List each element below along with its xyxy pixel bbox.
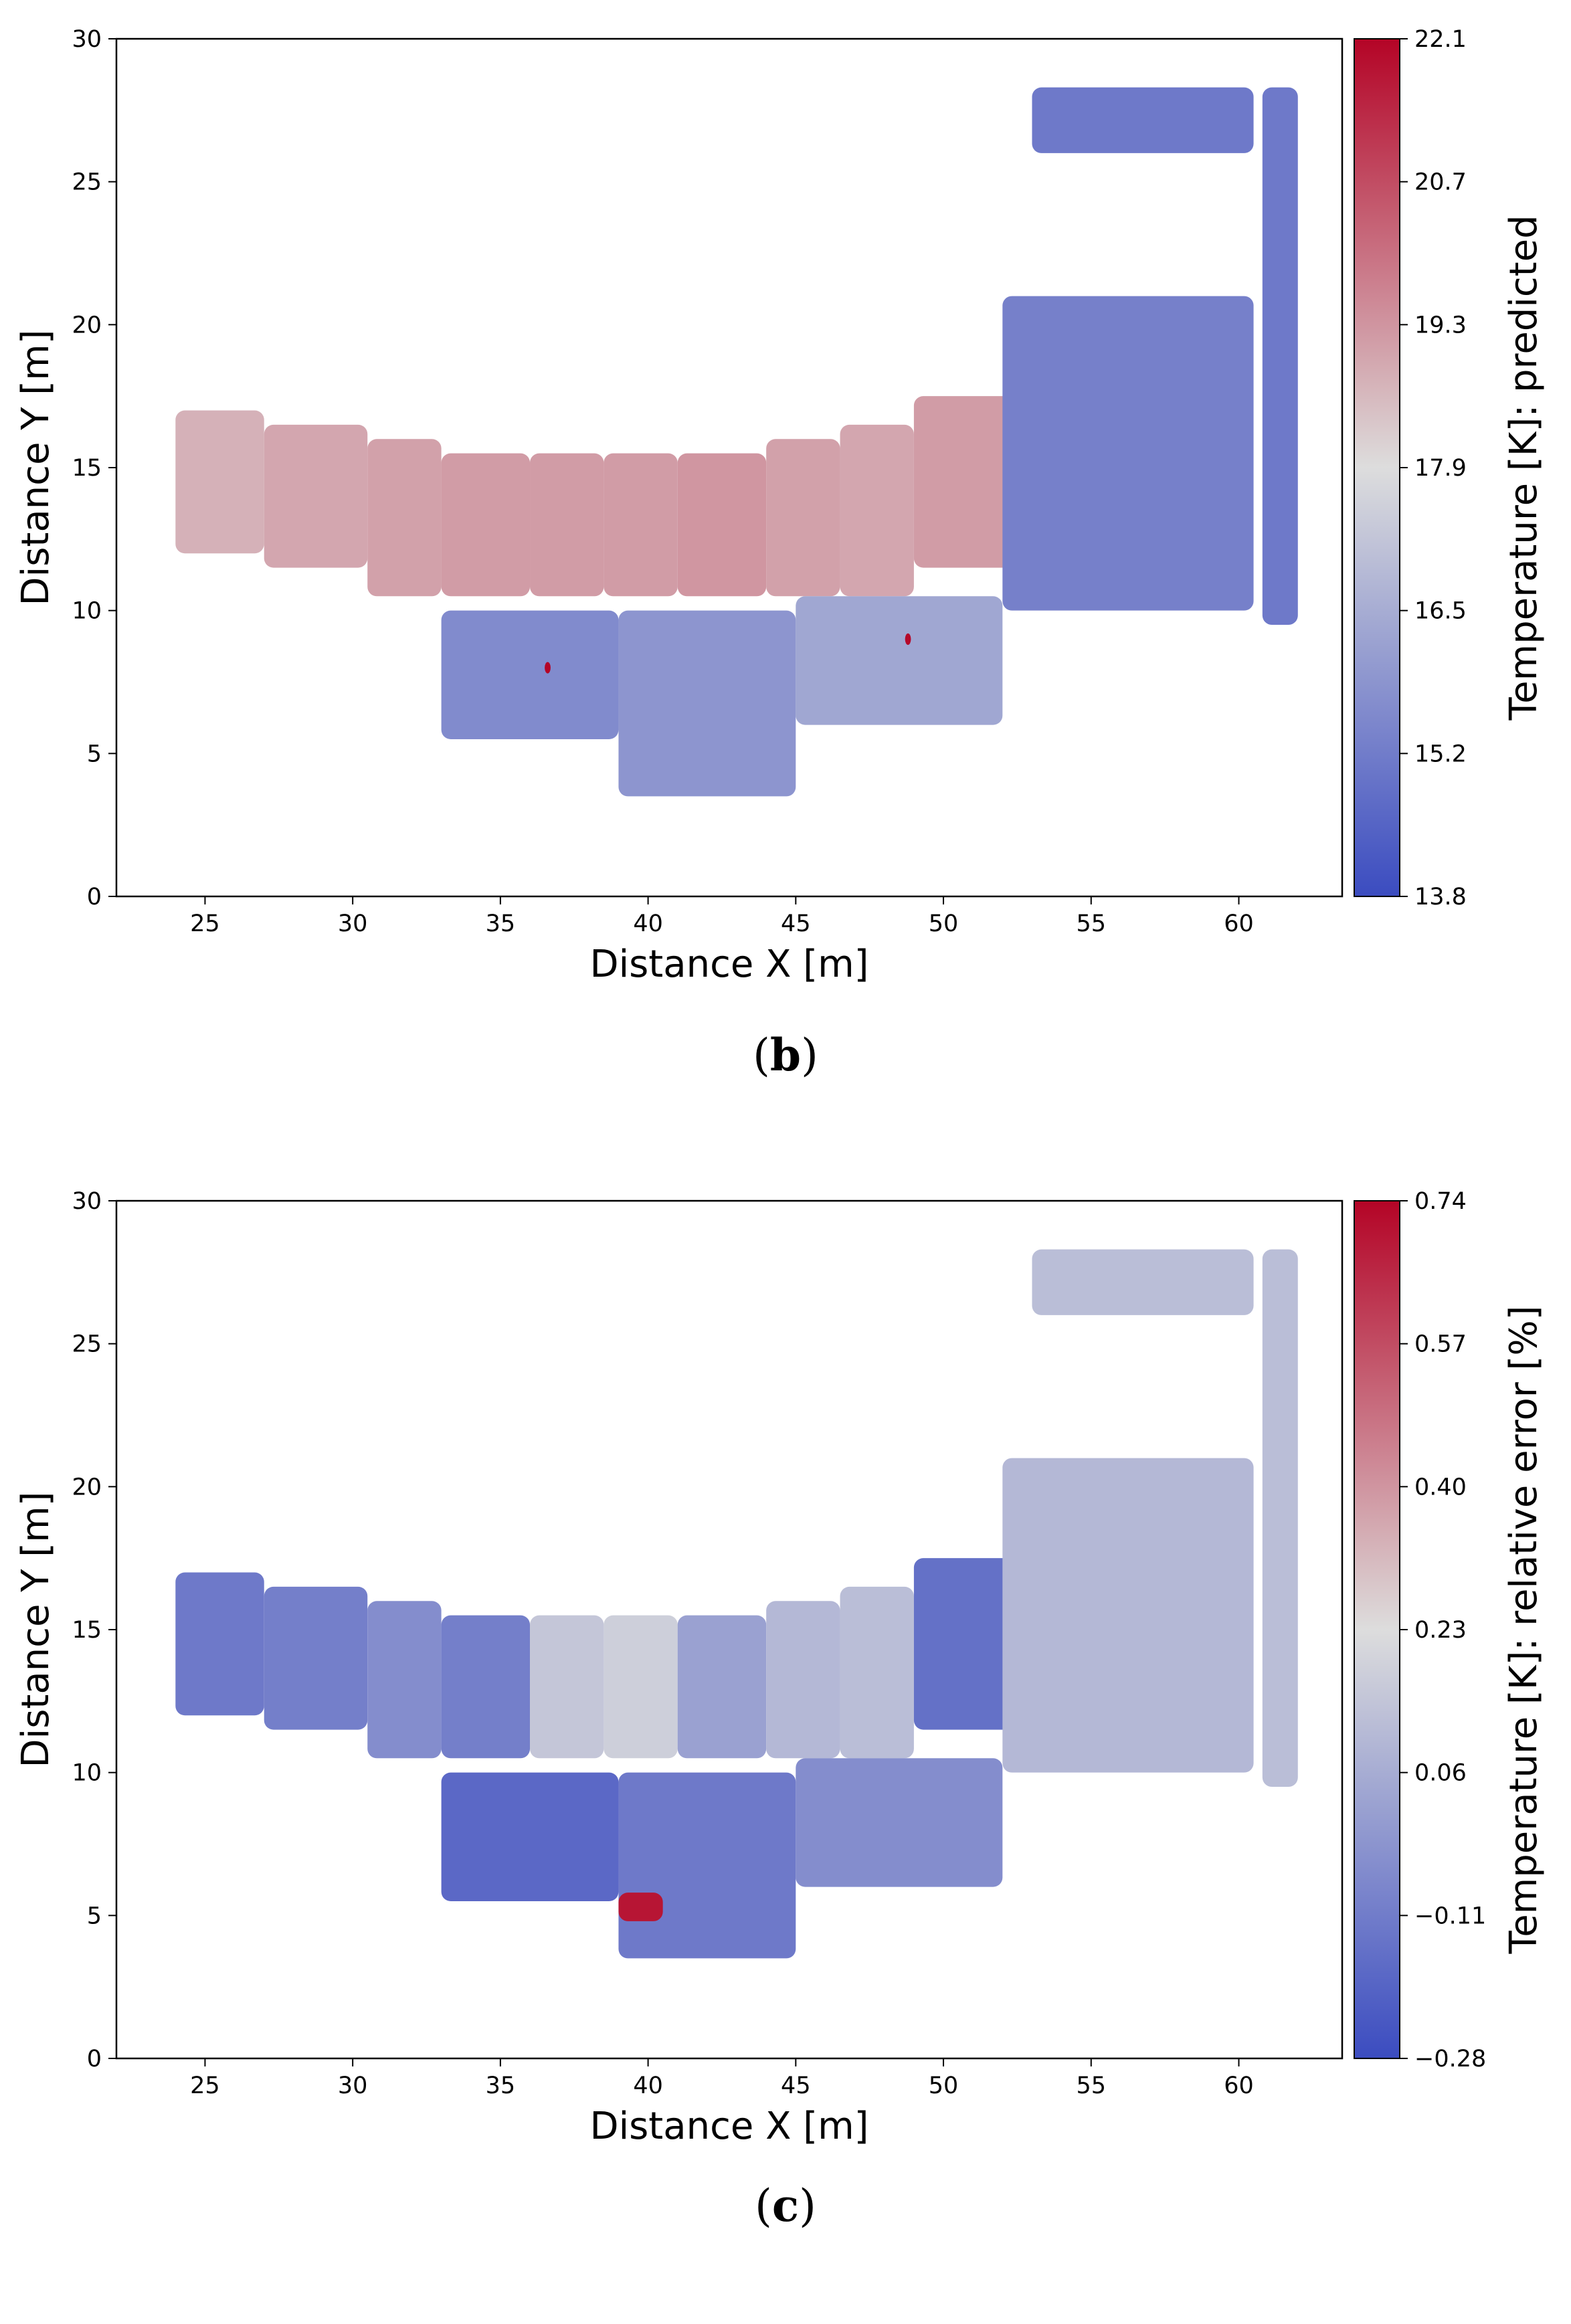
x-tick-label: 40 [633, 910, 663, 937]
figure-b: 25 30 35 40 45 50 55 60 0 5 10 15 20 25 30 Distance X [… [14, 26, 1546, 1081]
colorbar-tick-label: 0.23 [1414, 1617, 1467, 1644]
region-hot-spot-2 [905, 633, 911, 645]
x-tick-label: 40 [633, 2072, 663, 2099]
colorbar-tick-label: 15.2 [1414, 741, 1467, 767]
colorbar-label: Temperature [K]: predicted [1502, 215, 1546, 720]
y-tick-label: 15 [72, 1617, 102, 1644]
colorbar-tick-label: 17.9 [1414, 455, 1467, 482]
colorbar-tick-label: 0.57 [1414, 1331, 1467, 1358]
region-room-block-3 [367, 439, 442, 597]
x-tick-label: 25 [190, 910, 220, 937]
colorbar-tick-label: 0.40 [1414, 1474, 1467, 1500]
region-hot-spot [618, 1893, 663, 1921]
caption-c-letter: c [771, 2180, 800, 2232]
region-lower-block-left [441, 610, 619, 739]
x-tick-label: 30 [338, 910, 368, 937]
colorbar-tick-label: 16.5 [1414, 598, 1467, 625]
y-axis-label: Distance Y [m] [14, 330, 58, 606]
x-tick-label: 60 [1224, 2072, 1254, 2099]
region-room-block-2 [264, 1586, 368, 1730]
y-tick-label: 5 [87, 1903, 102, 1929]
region-room-block-1 [175, 410, 264, 554]
region-diagonal-band [1002, 296, 1254, 611]
caption-b: (b) [753, 1029, 818, 1081]
x-axis-label: Distance X [m] [589, 2105, 868, 2148]
y-tick-label: 0 [87, 2046, 102, 2072]
region-diagonal-band [1002, 1458, 1254, 1773]
y-tick-label: 20 [72, 312, 102, 338]
colorbar-tick-label: 22.1 [1414, 26, 1467, 53]
x-tick-label: 60 [1224, 910, 1254, 937]
colorbar-tick-label: 19.3 [1414, 312, 1467, 338]
region-room-block-5 [530, 1615, 604, 1759]
region-corridor [796, 596, 1003, 725]
x-tick-label: 30 [338, 2072, 368, 2099]
region-right-column [1262, 1249, 1298, 1787]
chart-b: 25 30 35 40 45 50 55 60 0 5 10 15 20 25 30 Distance X [… [14, 26, 1546, 986]
x-tick-label: 55 [1076, 910, 1106, 937]
region-room-block-5 [530, 453, 604, 597]
region-room-block-6 [604, 1615, 678, 1759]
chart-c: 25 30 35 40 45 50 55 60 0 5 10 15 20 25 30 Distance X [… [14, 1188, 1546, 2148]
colorbar-tick-label: −0.11 [1414, 1903, 1486, 1929]
figure-c: 25 30 35 40 45 50 55 60 0 5 10 15 20 25 30 Distance X [… [0, 1162, 1571, 2324]
x-axis-label: Distance X [m] [589, 943, 868, 986]
x-tick-label: 50 [929, 910, 959, 937]
region-room-block-9 [840, 1586, 914, 1759]
region-room-block-3 [367, 1601, 442, 1759]
x-tick-label: 45 [781, 2072, 811, 2099]
region-lower-block-mid [618, 1772, 796, 1959]
colorbar [1354, 1200, 1400, 2059]
colorbar-tick-label: −0.28 [1414, 2046, 1486, 2072]
y-axis-label: Distance Y [m] [14, 1492, 58, 1768]
region-right-column [1262, 87, 1298, 625]
region-room-block-8 [766, 439, 840, 597]
x-tick-label: 35 [486, 910, 516, 937]
region-top-block [1032, 87, 1254, 153]
x-tick-label: 35 [486, 2072, 516, 2099]
caption-b-letter: b [769, 1029, 802, 1081]
region-room-block-9 [840, 424, 914, 597]
colorbar-tick-label: 13.8 [1414, 884, 1467, 910]
region-room-block-2 [264, 424, 368, 568]
region-room-block-7 [677, 1615, 767, 1759]
y-tick-label: 10 [72, 598, 102, 625]
y-tick-label: 0 [87, 884, 102, 910]
caption-c: (c) [755, 2180, 816, 2232]
region-room-block-8 [766, 1601, 840, 1759]
region-room-block-7 [677, 453, 767, 597]
colorbar [1354, 38, 1400, 897]
region-room-block-4 [441, 1615, 531, 1759]
x-tick-label: 45 [781, 910, 811, 937]
region-room-block-6 [604, 453, 678, 597]
y-tick-label: 5 [87, 741, 102, 767]
region-top-block [1032, 1249, 1254, 1315]
colorbar-tick-label: 0.74 [1414, 1188, 1467, 1215]
x-tick-label: 50 [929, 2072, 959, 2099]
y-tick-label: 30 [72, 26, 102, 53]
region-lower-block-mid [618, 610, 796, 797]
region-corridor [796, 1758, 1003, 1887]
y-tick-label: 30 [72, 1188, 102, 1215]
region-room-block-4 [441, 453, 531, 597]
region-room-block-1 [175, 1572, 264, 1716]
colorbar-tick-label: 0.06 [1414, 1760, 1467, 1787]
colorbar-label: Temperature [K]: relative error [%] [1502, 1306, 1546, 1955]
x-tick-label: 55 [1076, 2072, 1106, 2099]
y-tick-label: 10 [72, 1760, 102, 1787]
x-tick-label: 25 [190, 2072, 220, 2099]
region-lower-block-left [441, 1772, 619, 1901]
region-hot-spot-1 [545, 662, 551, 674]
y-tick-label: 15 [72, 455, 102, 482]
y-tick-label: 20 [72, 1474, 102, 1500]
y-tick-label: 25 [72, 169, 102, 196]
y-tick-label: 25 [72, 1331, 102, 1358]
colorbar-tick-label: 20.7 [1414, 169, 1467, 196]
